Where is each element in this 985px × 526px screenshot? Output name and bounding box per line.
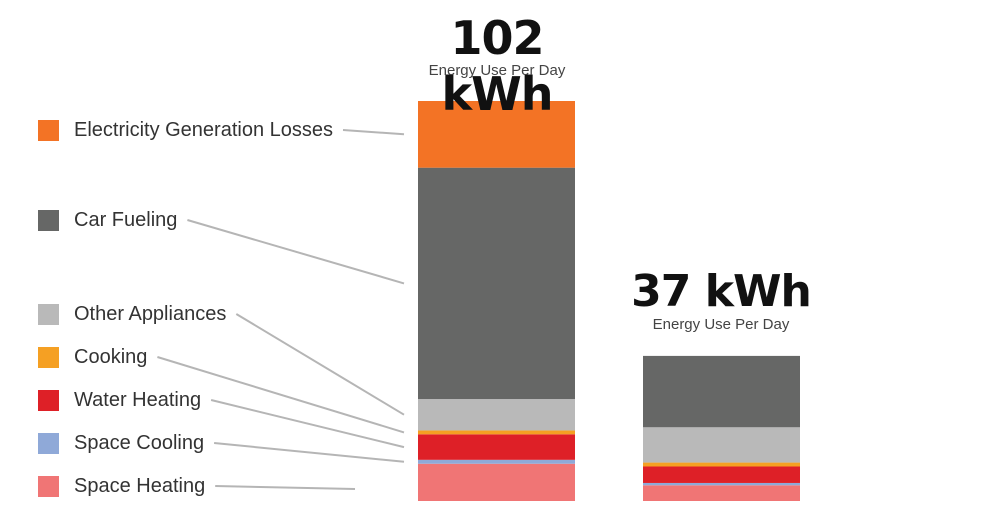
bar-2-total-label: 37 kWh [631, 266, 812, 317]
leader-line-other-appliances [235, 313, 405, 416]
bar-1-caption: Energy Use Per Day [428, 62, 566, 79]
legend-swatch [38, 209, 59, 231]
bar-1-total-label: 102 kWh [441, 11, 553, 121]
bar-segment-other-appliances-2 [643, 427, 800, 463]
legend-item-electricity-generation-losses: Electricity Generation Losses [38, 118, 333, 142]
leader-line-car-fueling [187, 219, 405, 285]
bar-segment-car-fueling-2 [643, 355, 800, 428]
legend-swatch [38, 346, 59, 368]
legend-swatch [38, 475, 59, 497]
bar-segment-cooking-2 [643, 462, 800, 467]
bars [418, 101, 800, 501]
legend-swatch [38, 432, 59, 454]
bar-segment-space-heating-1 [418, 463, 575, 501]
leader-line-water-heating [210, 399, 405, 449]
legend-label: Water Heating [74, 388, 202, 411]
legend: Electricity Generation Losses Car Fueling… [38, 0, 378, 526]
bar-segment-space-heating-2 [643, 485, 800, 501]
legend-item-space-heating: Space Heating [38, 474, 205, 498]
legend-item-car-fueling: Car Fueling [38, 208, 177, 232]
legend-item-cooking: Cooking [38, 345, 147, 369]
leader-lines [157, 129, 405, 490]
legend-label: Car Fueling [74, 208, 178, 231]
legend-label: Space Cooling [74, 431, 205, 454]
bar-segment-water-heating-1 [418, 434, 575, 460]
legend-swatch [38, 389, 59, 411]
legend-label: Other Appliances [74, 302, 227, 325]
bar-segment-space-cooling-2 [643, 482, 800, 486]
legend-item-other-appliances: Other Appliances [38, 302, 226, 326]
bar-segment-water-heating-2 [643, 466, 800, 483]
bar-2-caption: Energy Use Per Day [652, 316, 790, 333]
bar-segment-other-appliances-1 [418, 399, 575, 431]
bar-segment-cooking-1 [418, 430, 575, 435]
legend-item-space-cooling: Space Cooling [38, 431, 204, 455]
legend-swatch [38, 119, 59, 141]
bar-segment-electricity-generation-losses-1 [418, 101, 575, 168]
legend-label: Space Heating [74, 474, 206, 497]
legend-swatch [38, 303, 59, 325]
legend-item-water-heating: Water Heating [38, 388, 201, 412]
leader-line-space-heating [215, 485, 356, 490]
leader-line-cooking [157, 356, 405, 434]
leader-line-space-cooling [214, 442, 405, 463]
legend-label: Electricity Generation Losses [74, 118, 334, 141]
leader-line-electricity-generation-losses [342, 129, 405, 136]
bar-segment-car-fueling-1 [418, 167, 575, 400]
legend-label: Cooking [74, 345, 148, 368]
bar-segment-space-cooling-1 [418, 459, 575, 464]
